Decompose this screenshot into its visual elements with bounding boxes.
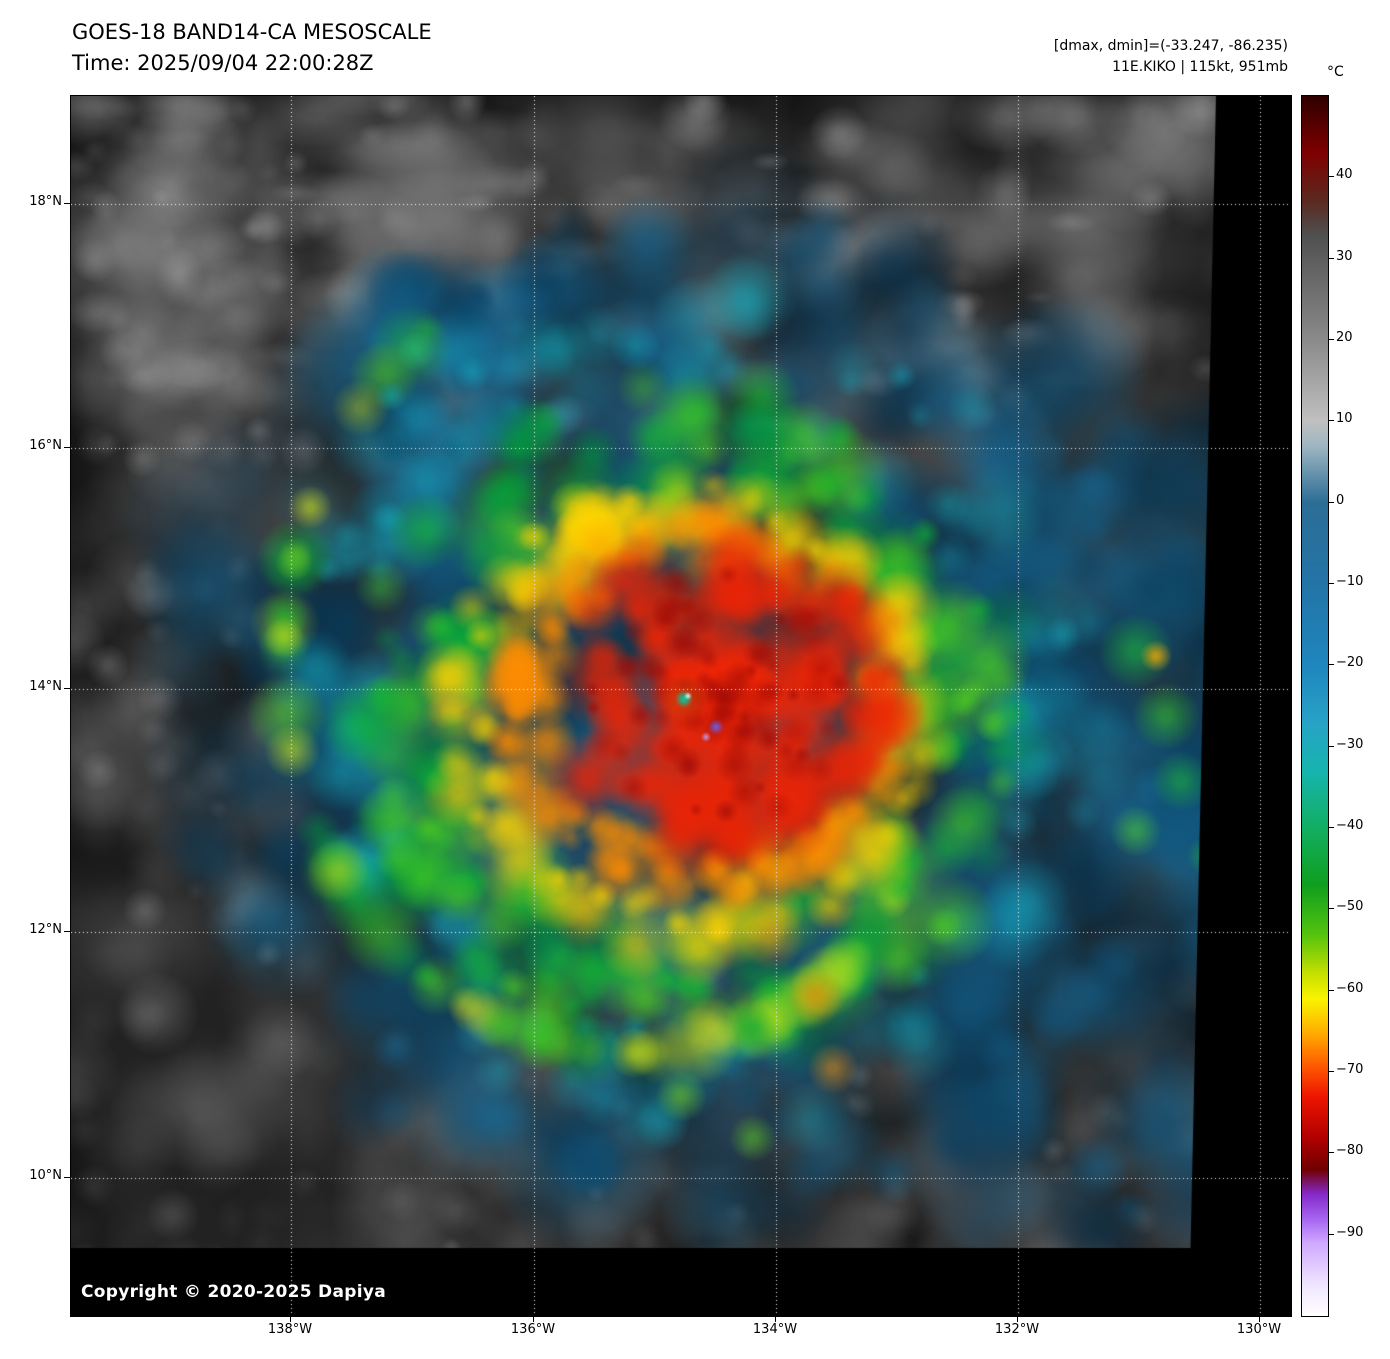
axis-tick [1329, 176, 1334, 177]
dmax-dmin-readout: [dmax, dmin]=(-33.247, -86.235) [1053, 38, 1288, 54]
axis-tick [1329, 1152, 1334, 1153]
colorbar-tick-label: −50 [1336, 899, 1364, 914]
axis-tick [64, 688, 70, 689]
lat-label: 12°N [29, 922, 62, 937]
axis-tick [1329, 990, 1334, 991]
colorbar-tick-label: −60 [1336, 981, 1364, 996]
colorbar-unit-label: °C [1327, 64, 1344, 80]
colorbar-tick-label: −10 [1336, 574, 1364, 589]
lat-label: 18°N [29, 194, 62, 209]
colorbar-tick-label: −20 [1336, 655, 1364, 670]
axis-tick [1329, 664, 1334, 665]
axis-tick [1329, 583, 1334, 584]
axis-tick [1329, 420, 1334, 421]
colorbar-tick-label: −30 [1336, 737, 1364, 752]
axis-tick [64, 203, 70, 204]
colorbar-tick-label: −40 [1336, 818, 1364, 833]
axis-tick [1329, 258, 1334, 259]
colorbar-tick-label: 40 [1336, 167, 1353, 182]
colorbar-tick-label: 0 [1336, 493, 1345, 508]
axis-tick [1329, 827, 1334, 828]
lon-label: 136°W [510, 1322, 556, 1337]
lon-label: 132°W [994, 1322, 1040, 1337]
colorbar-tick-label: −90 [1336, 1225, 1364, 1240]
axis-tick [1329, 502, 1334, 503]
axis-tick [533, 1316, 534, 1322]
axis-tick [64, 447, 70, 448]
axis-tick [1329, 1071, 1334, 1072]
lon-label: 138°W [267, 1322, 313, 1337]
axis-tick [290, 1316, 291, 1322]
axis-tick [1017, 1316, 1018, 1322]
colorbar-tick-label: 20 [1336, 330, 1353, 345]
colorbar-tick-label: −70 [1336, 1062, 1364, 1077]
copyright-text: Copyright © 2020-2025 Dapiya [81, 1282, 386, 1302]
lat-label: 10°N [29, 1168, 62, 1183]
axis-tick [1329, 746, 1334, 747]
axis-tick [775, 1316, 776, 1322]
axis-tick [1329, 1234, 1334, 1235]
colorbar-tick-label: 30 [1336, 249, 1353, 264]
satellite-image [71, 96, 1291, 1316]
lat-label: 14°N [29, 679, 62, 694]
lat-label: 16°N [29, 438, 62, 453]
lon-label: 130°W [1236, 1322, 1282, 1337]
axis-tick [1259, 1316, 1260, 1322]
colorbar-tick-label: 10 [1336, 411, 1353, 426]
axis-tick [64, 1177, 70, 1178]
colorbar [1301, 95, 1329, 1317]
timestamp: Time: 2025/09/04 22:00:28Z [72, 51, 374, 75]
map-plot: Copyright © 2020-2025 Dapiya [70, 95, 1292, 1317]
axis-tick [64, 931, 70, 932]
lon-label: 134°W [752, 1322, 798, 1337]
axis-tick [1329, 908, 1334, 909]
storm-info: 11E.KIKO | 115kt, 951mb [1112, 59, 1288, 75]
colorbar-tick-label: −80 [1336, 1143, 1364, 1158]
axis-tick [1329, 339, 1334, 340]
page-title: GOES-18 BAND14-CA MESOSCALE [72, 20, 432, 44]
